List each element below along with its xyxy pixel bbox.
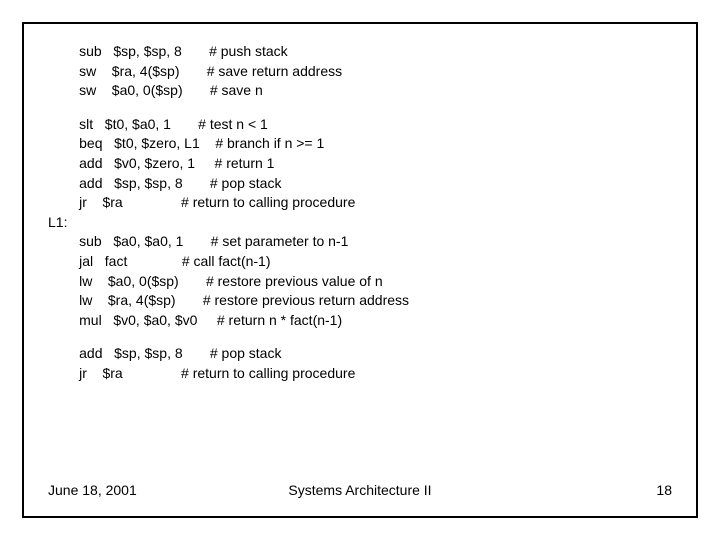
slide-frame: sub $sp, $sp, 8 # push stack sw $ra, 4($… (22, 22, 698, 518)
code-line: sub $sp, $sp, 8 # push stack (48, 42, 672, 62)
code-line: sw $ra, 4($sp) # save return address (48, 62, 672, 82)
code-line: lw $a0, 0($sp) # restore previous value … (48, 272, 672, 292)
code-line: sw $a0, 0($sp) # save n (48, 81, 672, 101)
slide-footer: June 18, 2001 Systems Architecture II 18 (48, 476, 672, 498)
footer-title: Systems Architecture II (24, 482, 696, 498)
code-line: sub $a0, $a0, 1 # set parameter to n-1 (48, 232, 672, 252)
code-line: jr $ra # return to calling procedure (48, 364, 672, 384)
code-line: beq $t0, $zero, L1 # branch if n >= 1 (48, 134, 672, 154)
code-blank-line (48, 330, 672, 344)
code-blank-line (48, 101, 672, 115)
assembly-code-block: sub $sp, $sp, 8 # push stack sw $ra, 4($… (48, 42, 672, 476)
code-line: jr $ra # return to calling procedure (48, 193, 672, 213)
code-line: lw $ra, 4($sp) # restore previous return… (48, 291, 672, 311)
code-line: slt $t0, $a0, 1 # test n < 1 (48, 115, 672, 135)
code-line: jal fact # call fact(n-1) (48, 252, 672, 272)
code-label: L1: (48, 213, 672, 233)
code-line: mul $v0, $a0, $v0 # return n * fact(n-1) (48, 311, 672, 331)
code-line: add $sp, $sp, 8 # pop stack (48, 174, 672, 194)
code-line: add $sp, $sp, 8 # pop stack (48, 344, 672, 364)
code-line: add $v0, $zero, 1 # return 1 (48, 154, 672, 174)
